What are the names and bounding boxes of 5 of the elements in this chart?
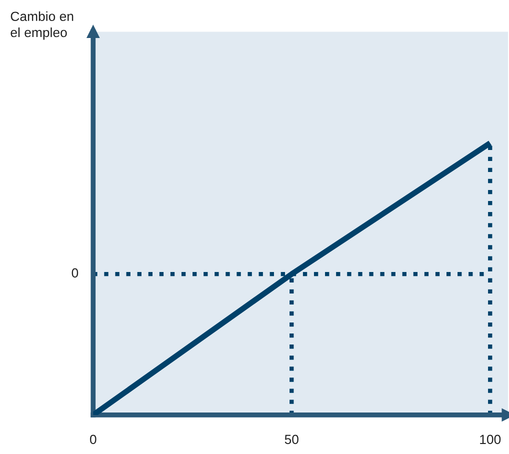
x-tick-label: 0 <box>90 434 96 444</box>
text: Cambio en el empleo <box>10 11 74 40</box>
ref-line-label: 0 <box>72 268 78 278</box>
x-tick-label: 100 <box>480 434 501 444</box>
x-tick-label: 50 <box>284 434 298 444</box>
